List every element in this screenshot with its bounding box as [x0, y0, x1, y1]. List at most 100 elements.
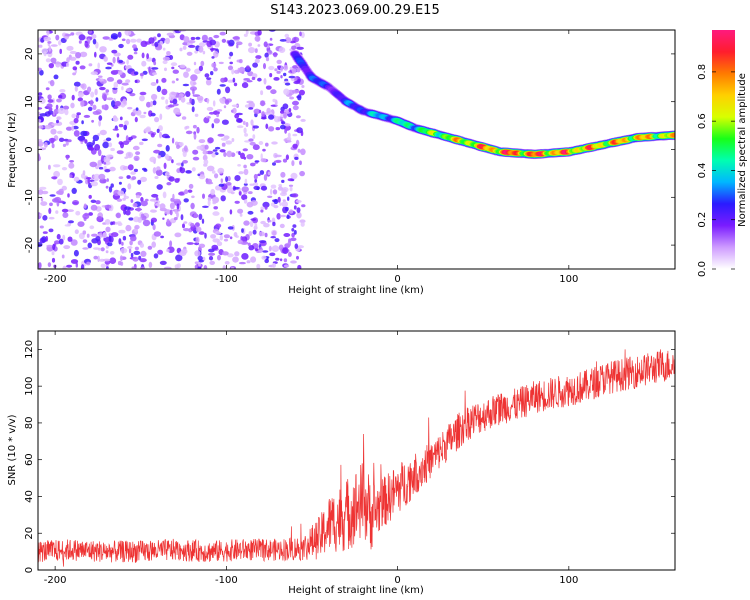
noise-speckle — [272, 189, 278, 195]
noise-speckle — [233, 232, 238, 237]
noise-speckle — [49, 194, 56, 197]
noise-speckle — [265, 85, 272, 90]
noise-speckle — [208, 111, 215, 115]
noise-speckle — [63, 245, 71, 250]
noise-speckle — [119, 116, 123, 121]
noise-speckle — [190, 36, 196, 41]
noise-speckle — [98, 120, 101, 127]
noise-speckle — [87, 242, 93, 249]
noise-speckle — [130, 199, 134, 203]
noise-speckle — [66, 45, 74, 51]
noise-speckle — [296, 46, 304, 50]
noise-speckle — [200, 60, 205, 67]
noise-speckle — [272, 230, 277, 236]
x-tick-label: -200 — [44, 575, 67, 586]
noise-speckle — [300, 148, 306, 156]
noise-speckle — [282, 247, 289, 255]
noise-speckle — [211, 244, 219, 250]
snr-series-line — [38, 349, 675, 567]
noise-speckle — [271, 141, 278, 145]
noise-speckle — [110, 183, 114, 188]
noise-speckle — [51, 257, 56, 263]
y-tick-label: 100 — [24, 377, 35, 396]
noise-speckle — [126, 59, 129, 65]
noise-speckle — [165, 171, 170, 176]
noise-speckle — [264, 232, 268, 238]
noise-speckle — [198, 259, 204, 263]
noise-speckle — [162, 191, 167, 199]
noise-speckle — [156, 79, 159, 84]
noise-speckle — [269, 252, 276, 257]
noise-speckle — [127, 136, 133, 141]
noise-speckle — [104, 219, 111, 225]
noise-speckle — [207, 199, 211, 207]
noise-speckle — [270, 188, 273, 195]
noise-speckle — [79, 65, 86, 70]
noise-speckle — [156, 184, 163, 190]
noise-speckle — [253, 182, 259, 186]
noise-speckle — [277, 196, 281, 203]
noise-speckle — [38, 141, 44, 147]
noise-speckle — [42, 215, 48, 221]
noise-speckle — [159, 113, 163, 120]
noise-speckle — [129, 92, 136, 97]
noise-speckle — [98, 173, 106, 180]
noise-speckle — [120, 247, 128, 254]
noise-speckle — [243, 164, 247, 169]
noise-speckle — [300, 221, 305, 227]
noise-speckle — [90, 181, 99, 187]
noise-speckle — [111, 221, 116, 225]
noise-speckle — [276, 213, 281, 220]
noise-speckle — [227, 253, 234, 258]
noise-speckle — [228, 56, 232, 60]
noise-speckle — [70, 239, 78, 246]
noise-speckle — [136, 207, 141, 212]
signal-ridge-segment — [671, 132, 675, 138]
noise-speckle — [206, 106, 214, 111]
noise-speckle — [267, 171, 272, 176]
noise-speckle — [103, 156, 111, 163]
noise-speckle — [183, 221, 188, 224]
noise-speckle — [191, 195, 195, 199]
noise-speckle — [118, 238, 122, 245]
y-tick-label: -20 — [24, 237, 35, 253]
noise-speckle — [81, 120, 84, 125]
noise-speckle — [291, 67, 297, 74]
noise-speckle — [259, 170, 265, 175]
noise-speckle — [222, 251, 229, 256]
noise-speckle — [159, 203, 166, 210]
noise-speckle — [45, 87, 50, 91]
noise-speckle — [253, 108, 261, 115]
noise-speckle — [65, 126, 73, 131]
noise-speckle — [44, 124, 52, 130]
noise-speckle — [192, 88, 195, 95]
noise-speckle — [216, 88, 221, 95]
noise-speckle — [162, 60, 168, 65]
noise-speckle — [75, 60, 80, 65]
x-tick-label: -100 — [215, 575, 238, 586]
noise-speckle — [248, 42, 253, 47]
noise-speckle — [227, 226, 234, 230]
noise-speckle — [198, 139, 206, 144]
noise-speckle — [124, 30, 132, 36]
noise-speckle — [216, 109, 223, 112]
noise-speckle — [289, 40, 296, 44]
noise-speckle — [274, 68, 278, 72]
noise-speckle — [283, 64, 289, 71]
noise-speckle — [77, 92, 84, 98]
noise-speckle — [186, 51, 193, 56]
noise-speckle — [67, 193, 70, 198]
noise-speckle — [125, 224, 132, 232]
noise-speckle — [61, 254, 65, 259]
noise-speckle — [103, 56, 108, 62]
noise-speckle — [150, 112, 156, 117]
snr-frame — [37, 330, 676, 571]
noise-speckle — [139, 258, 147, 263]
noise-speckle — [62, 143, 67, 147]
y-tick-label: -10 — [24, 189, 35, 205]
noise-speckle — [157, 249, 164, 255]
noise-speckle — [47, 94, 52, 100]
noise-speckle — [47, 262, 52, 268]
colorbar-tick-label: 0.4 — [697, 162, 708, 178]
noise-speckle — [88, 146, 95, 151]
